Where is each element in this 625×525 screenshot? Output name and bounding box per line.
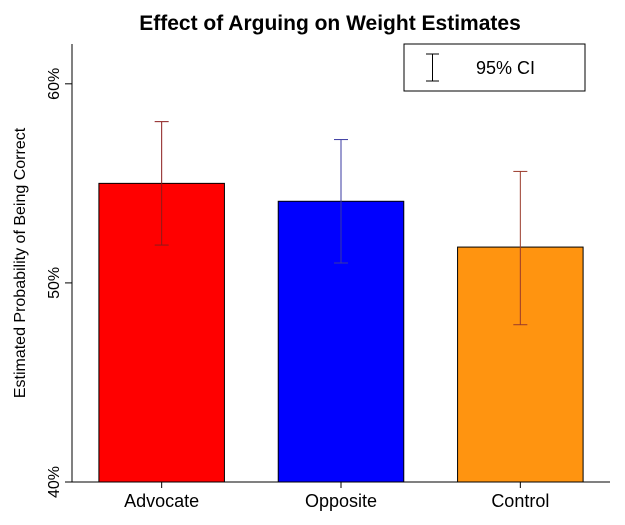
y-tick-label: 50% xyxy=(46,267,63,299)
y-axis: 40% 50% 60% xyxy=(46,44,73,498)
y-tick-label: 60% xyxy=(46,68,63,100)
category-label-opposite: Opposite xyxy=(305,491,377,511)
error-bar-opposite xyxy=(334,139,348,264)
legend-ci-icon xyxy=(426,53,439,82)
error-bar-control xyxy=(513,170,528,326)
y-axis-label: Estimated Probability of Being Correct xyxy=(12,127,29,398)
legend-label: 95% CI xyxy=(476,58,535,78)
error-bars xyxy=(154,121,528,326)
y-tick-label: 40% xyxy=(46,466,63,498)
chart-title: Effect of Arguing on Weight Estimates xyxy=(139,12,521,35)
category-label-control: Control xyxy=(491,491,549,511)
category-label-advocate: Advocate xyxy=(124,491,199,511)
error-bar-advocate xyxy=(154,121,169,246)
legend-box xyxy=(403,43,586,92)
legend: 95% CI xyxy=(403,43,586,92)
category-labels: Advocate Opposite Control xyxy=(124,482,549,511)
